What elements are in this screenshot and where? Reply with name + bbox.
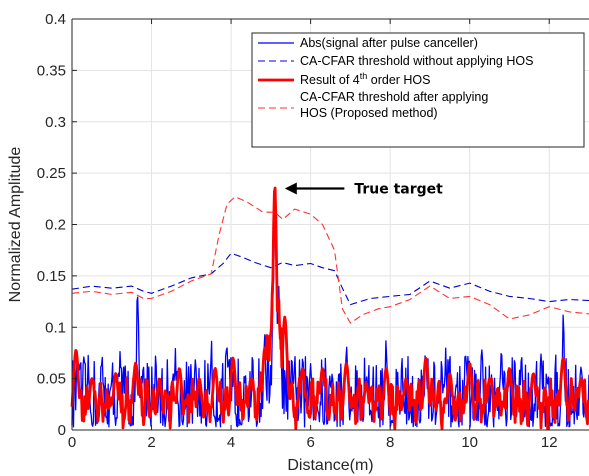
legend-label-1-0: CA-CFAR threshold without applying HOS [300, 54, 533, 68]
y-tick-label-1: 0.05 [37, 371, 66, 388]
x-axis-label: Distance(m) [287, 457, 373, 474]
legend-label-0-0: Abs(signal after pulse canceller) [300, 36, 478, 50]
series-line-2 [70, 186, 589, 431]
tick-labels: 0 2 4 6 8 10 12 0 0.05 0.1 0.15 0.2 0.25 0.3 0.35 0.4 [37, 11, 558, 451]
y-tick-label-4: 0.2 [45, 217, 66, 234]
x-tick-label-5: 10 [461, 434, 478, 451]
y-tick-label-0: 0 [58, 422, 66, 439]
legend-label-3-0: CA-CFAR threshold after applying [300, 90, 488, 104]
y-tick-label-3: 0.15 [37, 268, 66, 285]
series-group [70, 186, 589, 431]
y-tick-label-7: 0.35 [37, 62, 66, 79]
axes [71, 18, 589, 431]
legend: Abs(signal after pulse canceller) CA-CFAR… [251, 32, 585, 148]
x-tick-label-0: 0 [68, 434, 76, 451]
legend-label-2: Result of 4th order HOS [300, 71, 431, 87]
y-tick-label-5: 0.25 [37, 165, 66, 182]
legend-box [251, 32, 585, 148]
series-line-1 [71, 252, 589, 306]
x-tick-label-3: 6 [306, 434, 314, 451]
x-tick-label-1: 2 [147, 434, 155, 451]
annotation: True target [284, 181, 443, 197]
annotation-arrow-head [284, 182, 297, 195]
x-tick-label-2: 4 [227, 434, 235, 451]
y-tick-label-2: 0.1 [45, 319, 66, 336]
series-line-0 [71, 188, 589, 428]
series-line-3 [71, 196, 589, 324]
x-tick-label-4: 8 [386, 434, 394, 451]
y-tick-label-6: 0.3 [45, 114, 66, 131]
annotation-label: True target [354, 181, 443, 197]
y-tick-label-8: 0.4 [45, 11, 66, 28]
legend-label-3-1: HOS (Proposed method) [300, 106, 438, 120]
x-tick-label-6: 12 [541, 434, 558, 451]
y-axis-label: Normalized Amplitude [7, 147, 24, 303]
